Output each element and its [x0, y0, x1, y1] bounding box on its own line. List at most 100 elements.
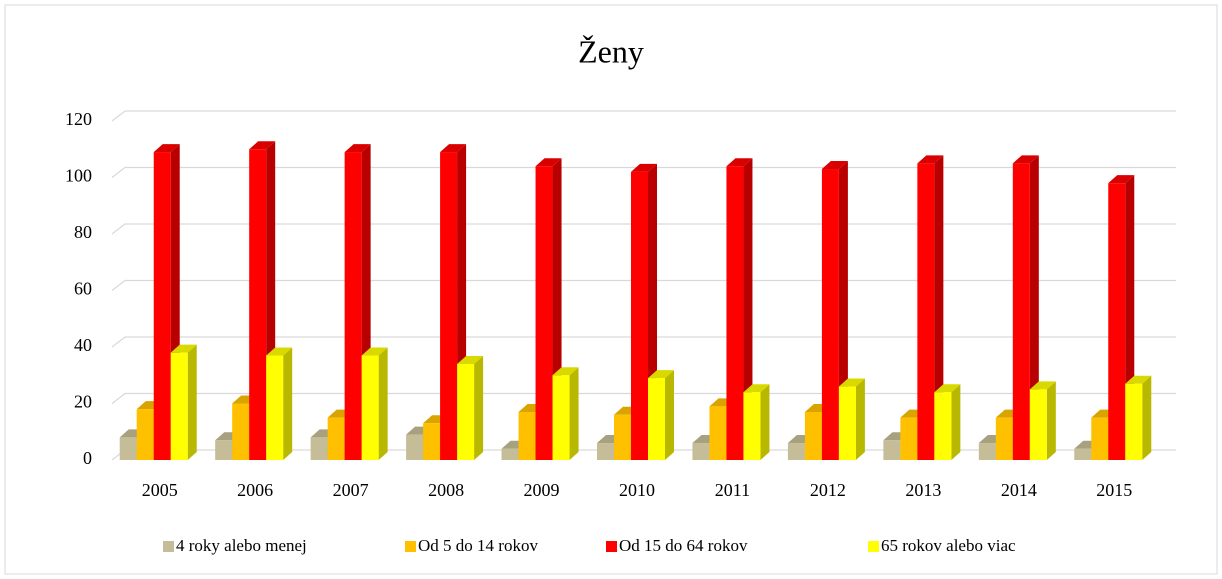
bar-front: [883, 440, 901, 460]
bar-side: [1046, 381, 1056, 460]
bar-top: [170, 344, 197, 353]
bar-top: [838, 378, 865, 387]
bar-front: [249, 149, 267, 460]
bar-front: [804, 411, 822, 460]
bar-front: [1125, 383, 1143, 460]
bar: [552, 367, 579, 460]
bar: [726, 158, 753, 460]
bar-front: [310, 437, 328, 460]
bar-side: [283, 347, 293, 460]
bar-front: [1108, 183, 1126, 460]
bar-top: [1125, 375, 1152, 384]
bar-front: [153, 152, 171, 460]
bar-front: [327, 417, 345, 460]
bar-top: [249, 141, 276, 150]
bar-top: [648, 370, 674, 379]
bar-side: [1142, 375, 1152, 460]
bar-front: [136, 409, 154, 460]
bar-top: [344, 144, 371, 153]
bar-front: [457, 363, 475, 460]
grid-line: [111, 110, 1176, 122]
bar-side: [760, 384, 770, 460]
bar-front: [1074, 448, 1092, 460]
bar-side: [569, 367, 579, 460]
bar-top: [1029, 381, 1056, 390]
bar-front: [535, 166, 553, 460]
bar-front: [266, 355, 284, 460]
bar-front: [614, 414, 631, 460]
chart-title: Ženy: [578, 33, 644, 69]
y-tick-label: 60: [74, 279, 92, 299]
bar-top: [552, 367, 579, 376]
bar-front: [838, 386, 856, 460]
bar-side: [187, 344, 197, 460]
legend-marker: [868, 541, 879, 552]
legend-label: 4 roky alebo menej: [176, 536, 307, 555]
bar-top: [535, 158, 562, 167]
bar-front: [597, 443, 614, 460]
bar-front: [1091, 417, 1109, 460]
x-tick-label: 2009: [524, 480, 560, 500]
bar-top: [457, 355, 484, 364]
legend-marker: [606, 541, 617, 552]
bar-front: [709, 406, 727, 460]
bar-front: [215, 440, 233, 460]
x-tick-label: 2010: [619, 480, 655, 500]
bar-front: [743, 392, 761, 460]
bar-front: [821, 169, 839, 460]
bar-front: [978, 443, 996, 460]
bar-top: [1012, 155, 1039, 164]
legend-marker: [405, 541, 416, 552]
bar-top: [631, 163, 657, 172]
bar: [266, 347, 293, 460]
bar-side: [934, 155, 944, 460]
bar: [838, 378, 865, 460]
bar-front: [692, 443, 710, 460]
legend-label: Od 15 do 64 rokov: [619, 536, 748, 555]
bar-top: [726, 158, 753, 167]
bar-top: [440, 144, 467, 153]
y-tick-label: 100: [65, 166, 92, 186]
bar-front: [726, 166, 744, 460]
bar: [917, 155, 944, 460]
bar-side: [743, 158, 753, 460]
bar: [361, 347, 388, 460]
bar: [1012, 155, 1039, 460]
bar-top: [821, 161, 848, 170]
x-tick-label: 2014: [1001, 480, 1037, 500]
bar-front: [934, 392, 952, 460]
bar: [1029, 381, 1056, 460]
bar-front: [552, 375, 570, 460]
y-tick-label: 40: [74, 335, 92, 355]
bar-side: [855, 378, 865, 460]
y-tick-label: 120: [65, 109, 92, 129]
bar: [457, 355, 484, 460]
bar: [170, 344, 197, 460]
bar-side: [378, 347, 388, 460]
bar-side: [951, 384, 961, 460]
bar-side: [665, 370, 674, 460]
x-tick-label: 2005: [142, 480, 178, 500]
bar-side: [474, 355, 484, 460]
y-tick-label: 80: [74, 222, 92, 242]
bar: [648, 370, 674, 460]
y-tick-label: 20: [74, 392, 92, 412]
legend-label: Od 5 do 14 rokov: [418, 536, 538, 555]
bar-front: [170, 352, 188, 460]
bar: [743, 384, 770, 460]
bar-front: [501, 448, 519, 460]
bar: [934, 384, 961, 460]
bar-front: [440, 152, 458, 460]
bar-front: [631, 171, 648, 460]
legend-label: 65 rokov alebo viac: [881, 536, 1016, 555]
bar-front: [361, 355, 379, 460]
x-tick-label: 2015: [1096, 480, 1132, 500]
bar-front: [119, 437, 137, 460]
bar-front: [344, 152, 362, 460]
bar-front: [787, 443, 805, 460]
bar-front: [995, 417, 1013, 460]
bar-top: [266, 347, 293, 356]
bar: [1125, 375, 1152, 460]
x-tick-label: 2012: [810, 480, 846, 500]
bar-top: [361, 347, 388, 356]
